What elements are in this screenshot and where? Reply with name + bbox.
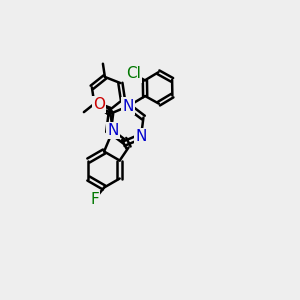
Text: N: N [107,123,118,138]
Text: N: N [123,99,134,114]
Text: F: F [90,192,99,207]
Text: O: O [93,97,105,112]
Text: Cl: Cl [126,66,141,81]
Text: N: N [135,129,147,144]
